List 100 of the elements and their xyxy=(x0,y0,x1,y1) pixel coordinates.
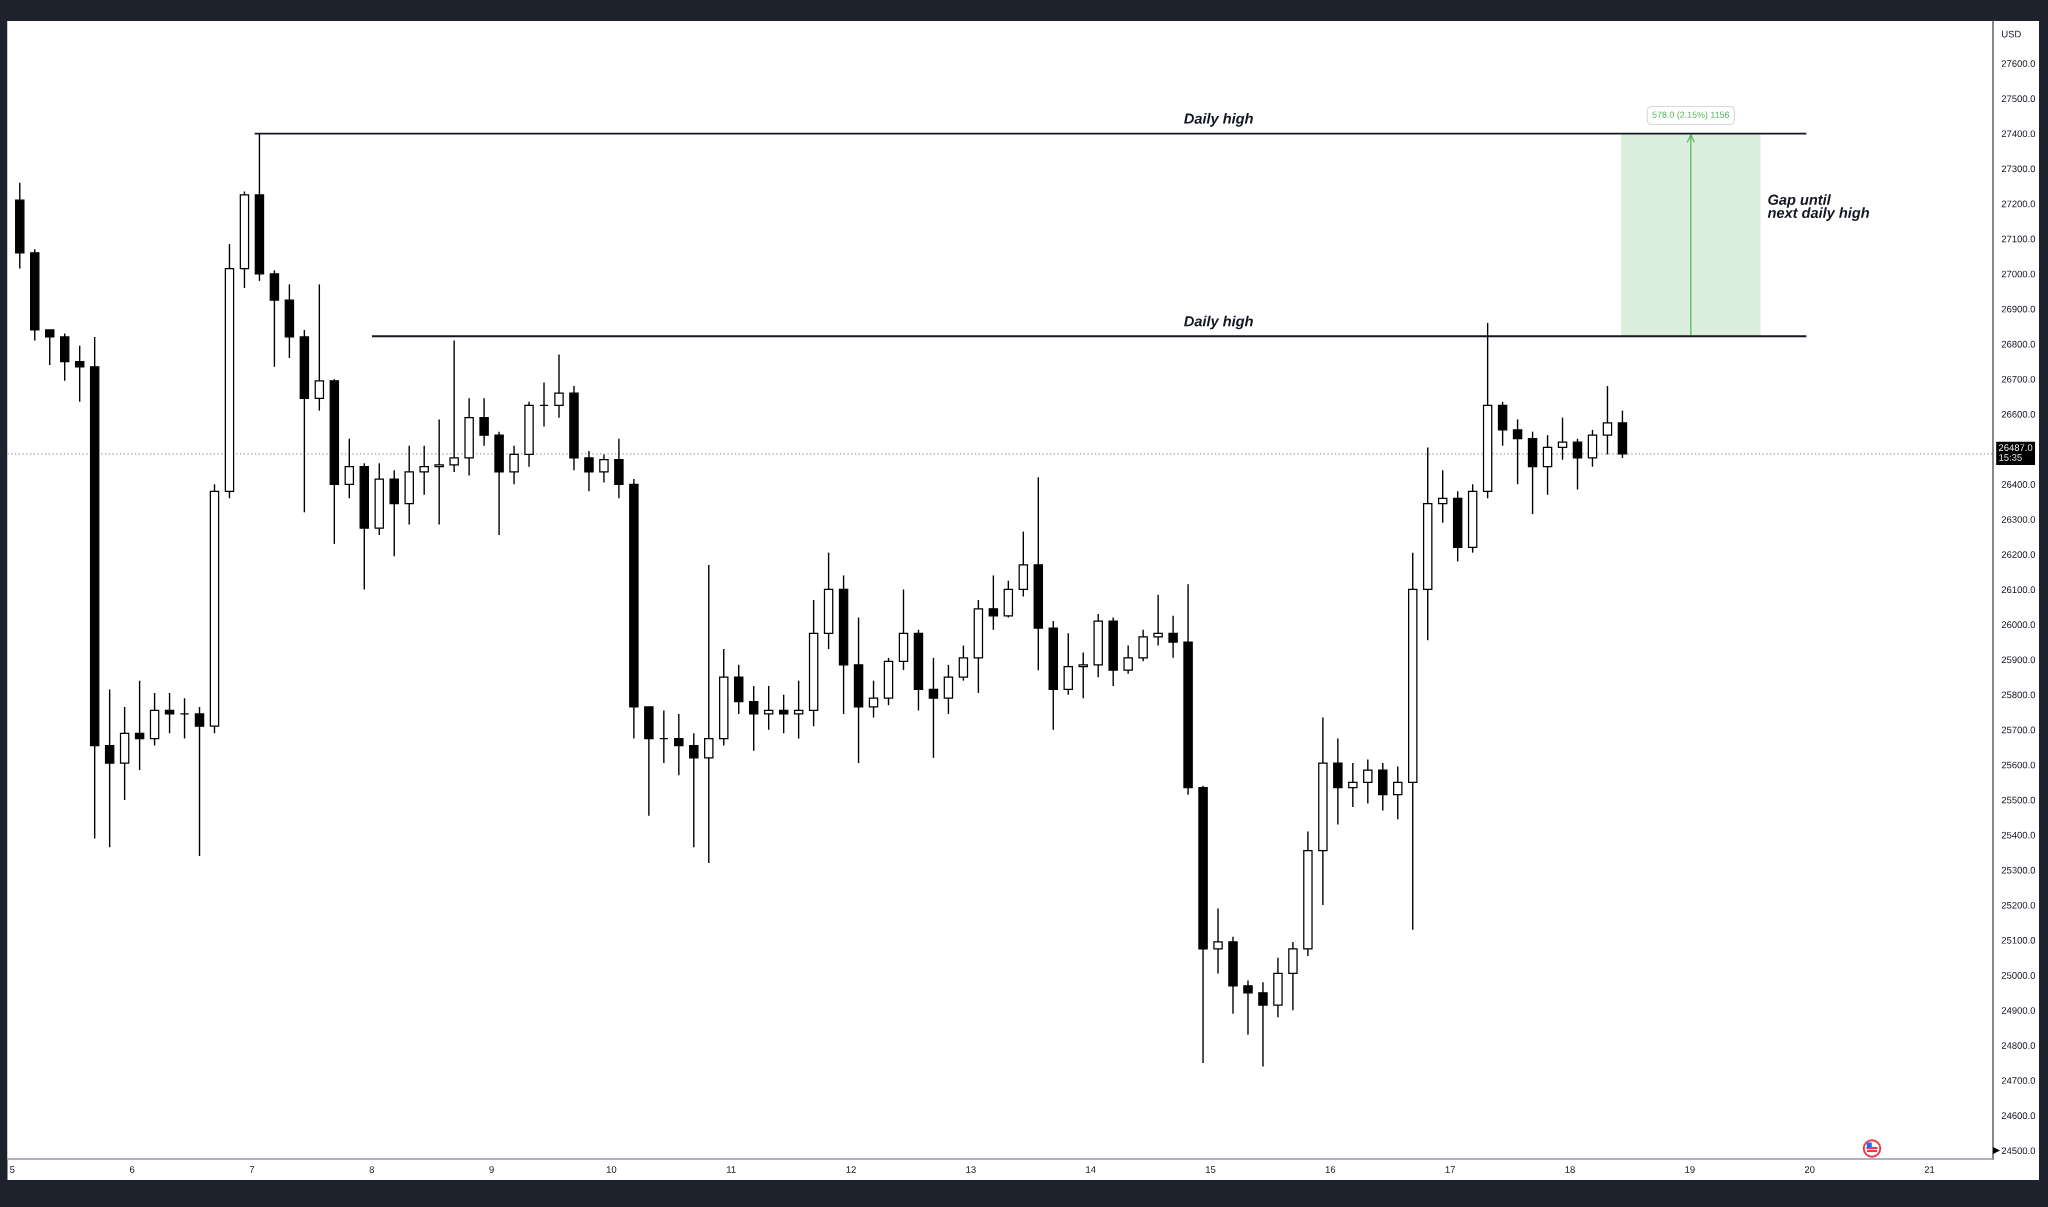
candlestick xyxy=(1557,416,1568,461)
candlestick xyxy=(958,644,969,682)
candlestick xyxy=(1542,434,1553,496)
y-tick-label: 26000.0 xyxy=(2001,621,2036,629)
candlestick xyxy=(509,444,519,485)
y-tick-label: 25400.0 xyxy=(2001,831,2036,839)
x-tick-label: 17 xyxy=(1445,1166,1455,1173)
y-tick-label: 27000.0 xyxy=(2001,270,2036,278)
y-tick-label: 25800.0 xyxy=(2001,691,2036,699)
x-tick-label: 14 xyxy=(1086,1166,1096,1173)
candlestick xyxy=(704,564,714,864)
y-tick-label: 26700.0 xyxy=(2001,375,2036,383)
y-tick-label: 26400.0 xyxy=(2001,481,2036,488)
y-tick-label: 24800.0 xyxy=(2001,1042,2036,1049)
candlestick xyxy=(1348,762,1358,808)
y-tick-label: 26200.0 xyxy=(2001,551,2036,558)
ref-line-label: Daily high xyxy=(1184,113,1253,127)
y-tick-label: 25700.0 xyxy=(2001,726,2036,734)
candlestick xyxy=(1153,594,1163,647)
candlestick xyxy=(1063,632,1073,696)
y-axis-title: USD xyxy=(2002,30,2021,38)
candlestick xyxy=(1168,615,1178,659)
y-tick-label: 26800.0 xyxy=(2001,340,2036,348)
annotation: Gap until next daily high xyxy=(1767,194,1870,221)
candlestick xyxy=(419,444,429,496)
candlestick xyxy=(599,453,609,484)
candlestick xyxy=(74,345,85,403)
y-tick-label: 26600.0 xyxy=(2001,410,2036,418)
candlestick xyxy=(164,692,175,734)
y-tick-label: 25200.0 xyxy=(2001,901,2036,909)
candlestick xyxy=(1078,651,1088,699)
candlestick xyxy=(194,706,205,857)
y-tick-label: 24500.0 xyxy=(2001,1147,2036,1155)
candlestick xyxy=(314,283,325,412)
x-tick-label: 8 xyxy=(369,1166,374,1173)
y-tick-label: 25900.0 xyxy=(2001,656,2036,664)
candlestick xyxy=(778,693,789,734)
candlestick xyxy=(44,329,55,366)
y-tick-label: 27200.0 xyxy=(2001,200,2036,208)
y-tick-label: 24900.0 xyxy=(2001,1007,2036,1014)
x-tick-label: 19 xyxy=(1685,1166,1695,1173)
x-tick-label: 21 xyxy=(1924,1166,1935,1173)
candlestick xyxy=(1437,469,1448,524)
candlestick xyxy=(1572,437,1583,491)
y-tick-label: 25600.0 xyxy=(2001,761,2036,769)
ref-line-label: Daily high xyxy=(1184,315,1253,330)
candlestick xyxy=(1393,765,1403,820)
y-tick-label: 25100.0 xyxy=(2001,936,2036,944)
candlestick xyxy=(1602,385,1613,456)
x-tick-label: 6 xyxy=(129,1166,135,1173)
candlestick xyxy=(479,397,489,447)
candlestick xyxy=(748,685,759,752)
x-tick-label: 10 xyxy=(606,1166,617,1173)
y-tick-label: 27100.0 xyxy=(2001,235,2036,243)
candlestick xyxy=(868,679,879,719)
x-tick-label: 12 xyxy=(846,1166,856,1173)
y-tick-label: 24700.0 xyxy=(2001,1077,2036,1084)
candlestick xyxy=(928,657,939,759)
candlestick xyxy=(1258,981,1268,1068)
x-tick-label: 18 xyxy=(1565,1166,1575,1173)
candlestick xyxy=(584,450,594,492)
candlestick xyxy=(1213,907,1223,975)
y-tick-label: 27500.0 xyxy=(2001,95,2036,103)
y-tick-label: 26300.0 xyxy=(2001,516,2036,523)
x-tick-label: 16 xyxy=(1325,1166,1336,1173)
x-tick-label: 5 xyxy=(10,1166,15,1173)
candlestick xyxy=(689,732,699,848)
x-tick-label: 7 xyxy=(249,1166,255,1173)
candlestick xyxy=(134,679,145,771)
candlestick xyxy=(1587,429,1598,468)
candlestick xyxy=(449,339,459,473)
x-tick-label: 11 xyxy=(727,1166,736,1173)
candlestick xyxy=(344,437,355,499)
candlestick xyxy=(988,574,999,631)
candlestick xyxy=(434,418,444,526)
y-tick-label: 26100.0 xyxy=(2001,586,2036,593)
y-tick-label: 25000.0 xyxy=(2001,972,2036,979)
candlestick xyxy=(554,353,564,419)
candlestick xyxy=(1243,979,1253,1036)
ref-line-label: 26487.0 15:35 xyxy=(1999,444,2033,461)
y-tick-label: 25500.0 xyxy=(2001,796,2036,804)
y-tick-label: 25300.0 xyxy=(2001,866,2036,874)
x-tick-label: 15 xyxy=(1206,1166,1216,1173)
band-label: 578.0 (2.15%) 1156 xyxy=(1652,111,1730,120)
x-tick-label: 9 xyxy=(489,1166,494,1173)
y-tick-label: 24600.0 xyxy=(2001,1112,2036,1120)
y-tick-label: 27400.0 xyxy=(2001,130,2036,138)
y-tick-label: 27600.0 xyxy=(2001,60,2036,67)
candlestick xyxy=(1123,644,1133,675)
candlestick xyxy=(793,679,804,740)
x-tick-label: 20 xyxy=(1804,1166,1815,1173)
candlestick xyxy=(1363,758,1373,805)
candlestick xyxy=(1138,629,1148,663)
candlestick xyxy=(104,688,115,848)
y-tick-label: 27300.0 xyxy=(2001,165,2036,173)
candlestick xyxy=(943,664,954,715)
x-tick-label: 13 xyxy=(966,1166,976,1173)
candlestick xyxy=(1512,418,1523,485)
y-tick-label: 26900.0 xyxy=(2001,305,2036,313)
candlestick xyxy=(674,713,684,777)
